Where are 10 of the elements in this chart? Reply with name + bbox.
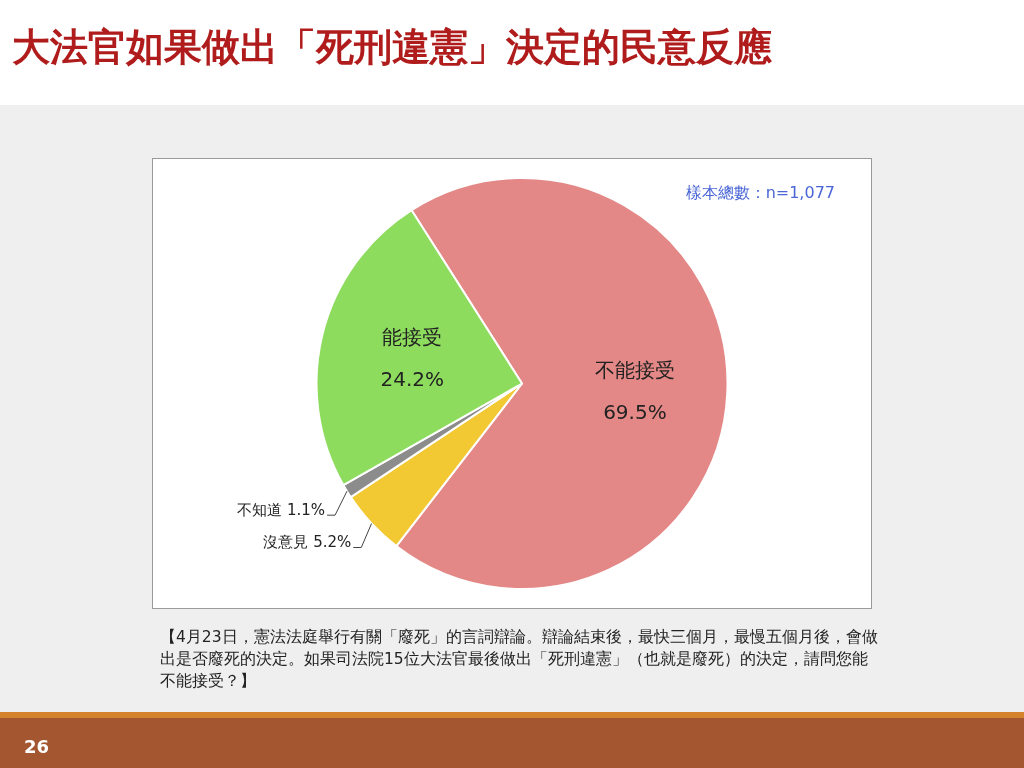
slice-label: 不能接受: [594, 357, 675, 382]
slice-label: 不知道 1.1%: [237, 501, 326, 520]
slice-label: 沒意見 5.2%: [263, 533, 352, 552]
data-label: 24.2%: [380, 367, 445, 392]
text: 樣本總數：n=1,077: [685, 183, 835, 204]
slice-label: 能接受: [382, 325, 443, 350]
data-label: 69.5%: [603, 399, 667, 424]
chart-title: 大法官如果做出「死刑違憲」決定的民意反應: [12, 24, 772, 71]
text: 【4月23日，憲法法庭舉行有關「廢死」的言詞辯論。辯論結束後，最快三個月，最慢五個月後，會做出是否廢死的決定。如果司法院15位大法官最後做出「死刑違憲」（也就是廢死）的決定，請問您能不能接受？】: [160, 627, 879, 692]
text: 26: [24, 736, 50, 757]
